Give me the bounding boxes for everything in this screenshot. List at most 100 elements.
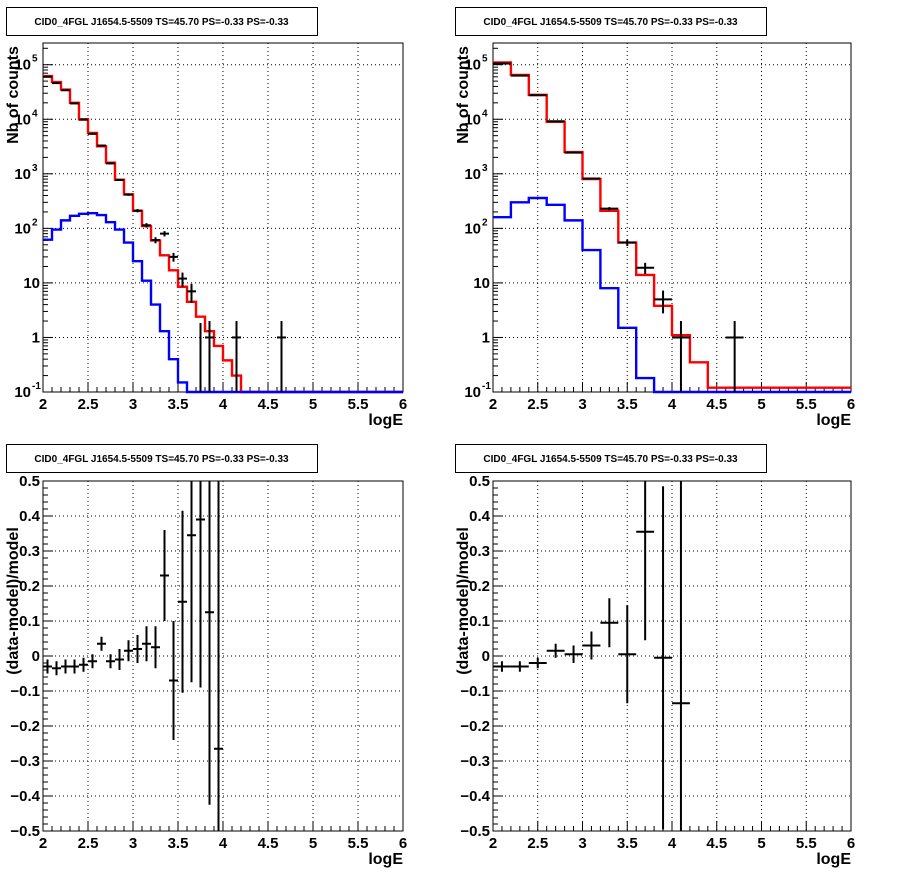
y-tick-label: 10 bbox=[14, 111, 31, 128]
x-tick-label: 4 bbox=[219, 835, 228, 852]
data-point bbox=[52, 661, 61, 676]
plot-frame bbox=[492, 480, 852, 832]
x-tick-label: 3 bbox=[129, 835, 137, 852]
y-tick-label: 1 bbox=[482, 329, 490, 346]
data-point bbox=[169, 621, 178, 740]
x-tick-label: 5 bbox=[757, 835, 765, 852]
data-point bbox=[493, 661, 511, 672]
y-tick-label: −0.3 bbox=[10, 753, 40, 770]
title-box bbox=[6, 7, 318, 36]
data-point bbox=[115, 178, 124, 181]
y-tick-label: 10 bbox=[464, 57, 481, 74]
data-point bbox=[205, 481, 214, 805]
x-tick-label: 6 bbox=[847, 835, 855, 852]
data-point bbox=[725, 321, 744, 392]
data-point bbox=[582, 177, 601, 180]
data-point bbox=[106, 654, 115, 669]
x-tick-label: 5.5 bbox=[348, 835, 369, 852]
y-tick-label: 10 bbox=[14, 166, 31, 183]
x-axis-title: logE bbox=[368, 851, 403, 868]
data-point bbox=[61, 659, 70, 674]
y-tick-label: −0.3 bbox=[460, 753, 490, 770]
x-tick-label: 5.5 bbox=[348, 396, 369, 413]
x-tick-label: 3.5 bbox=[617, 835, 638, 852]
chart-title: CID0_4FGL J1654.5-5509 TS=45.70 PS=-0.33… bbox=[34, 454, 289, 465]
y-tick-exponent: 5 bbox=[482, 54, 488, 65]
data-point bbox=[178, 272, 187, 287]
data-point bbox=[124, 640, 133, 662]
x-tick-label: 4 bbox=[668, 835, 677, 852]
model-component-line bbox=[493, 196, 851, 394]
data-point bbox=[106, 162, 115, 165]
x-tick-label: 5.5 bbox=[796, 835, 817, 852]
data-point bbox=[97, 636, 106, 651]
y-tick-label: 0.1 bbox=[469, 613, 490, 630]
x-tick-label: 3 bbox=[129, 396, 137, 413]
x-axis-title: logE bbox=[368, 412, 403, 429]
data-point bbox=[546, 643, 565, 658]
y-tick-label: 10 bbox=[464, 111, 481, 128]
x-tick-label: 5.5 bbox=[796, 396, 817, 413]
x-tick-label: 4 bbox=[668, 396, 677, 413]
y-axis-title: Nb of counts bbox=[455, 46, 472, 144]
data-point bbox=[70, 659, 79, 674]
y-tick-label: 0.4 bbox=[469, 508, 491, 525]
y-tick-label: −0.4 bbox=[460, 788, 490, 805]
x-tick-label: 2 bbox=[39, 396, 47, 413]
x-tick-label: 3.5 bbox=[168, 835, 189, 852]
y-tick-label: 0.3 bbox=[469, 543, 490, 560]
title-box bbox=[6, 444, 318, 473]
y-tick-label: 10 bbox=[14, 384, 31, 401]
y-axis-title: (data-model)/model bbox=[455, 527, 472, 675]
y-tick-label: −0.2 bbox=[10, 718, 40, 735]
y-tick-exponent: 4 bbox=[482, 108, 488, 119]
data-point bbox=[600, 598, 619, 648]
y-tick-label: 10 bbox=[464, 384, 481, 401]
title-box bbox=[455, 7, 767, 36]
plot-area bbox=[43, 43, 403, 392]
y-tick-exponent: -1 bbox=[32, 381, 41, 392]
x-tick-label: 2.5 bbox=[527, 396, 548, 413]
y-axis-title: Nb of counts bbox=[5, 46, 22, 144]
data-point bbox=[528, 657, 547, 669]
x-tick-label: 4 bbox=[219, 396, 228, 413]
x-tick-label: 4.5 bbox=[258, 396, 279, 413]
data-point bbox=[88, 132, 97, 135]
x-tick-label: 4.5 bbox=[706, 835, 727, 852]
y-tick-exponent: -1 bbox=[482, 381, 491, 392]
data-point bbox=[672, 481, 690, 831]
x-tick-label: 5 bbox=[309, 835, 317, 852]
data-point bbox=[187, 283, 196, 303]
y-tick-label: 0.5 bbox=[469, 473, 490, 490]
x-tick-label: 6 bbox=[399, 396, 407, 413]
x-tick-label: 4.5 bbox=[706, 396, 727, 413]
data-point bbox=[133, 635, 142, 663]
x-tick-label: 2 bbox=[489, 835, 497, 852]
y-tick-label: −0.1 bbox=[460, 683, 490, 700]
data-point bbox=[142, 626, 151, 662]
data-point bbox=[277, 321, 286, 392]
panel-counts-right: CID0_4FGL J1654.5-5509 TS=45.70 PS=-0.33… bbox=[455, 7, 855, 429]
chart-title: CID0_4FGL J1654.5-5509 TS=45.70 PS=-0.33… bbox=[483, 454, 738, 465]
x-tick-label: 3.5 bbox=[617, 396, 638, 413]
y-tick-label: 10 bbox=[14, 220, 31, 237]
y-tick-label: −0.1 bbox=[10, 683, 40, 700]
data-point bbox=[142, 223, 151, 228]
y-tick-label: 0.2 bbox=[469, 578, 490, 595]
y-tick-exponent: 5 bbox=[32, 54, 38, 65]
x-tick-label: 2 bbox=[489, 396, 497, 413]
data-point bbox=[151, 237, 160, 244]
data-point bbox=[564, 645, 583, 663]
y-tick-exponent: 3 bbox=[482, 163, 488, 174]
y-tick-label: −0.5 bbox=[10, 823, 40, 840]
data-point bbox=[88, 654, 97, 669]
data-point bbox=[618, 605, 637, 704]
data-point bbox=[133, 209, 142, 213]
panel-residuals-left: CID0_4FGL J1654.5-5509 TS=45.70 PS=-0.33… bbox=[5, 444, 407, 868]
x-tick-label: 2.5 bbox=[78, 396, 99, 413]
x-tick-label: 2.5 bbox=[527, 835, 548, 852]
y-tick-exponent: 2 bbox=[32, 217, 38, 228]
y-tick-label: 0 bbox=[32, 648, 40, 665]
y-tick-exponent: 4 bbox=[32, 108, 38, 119]
